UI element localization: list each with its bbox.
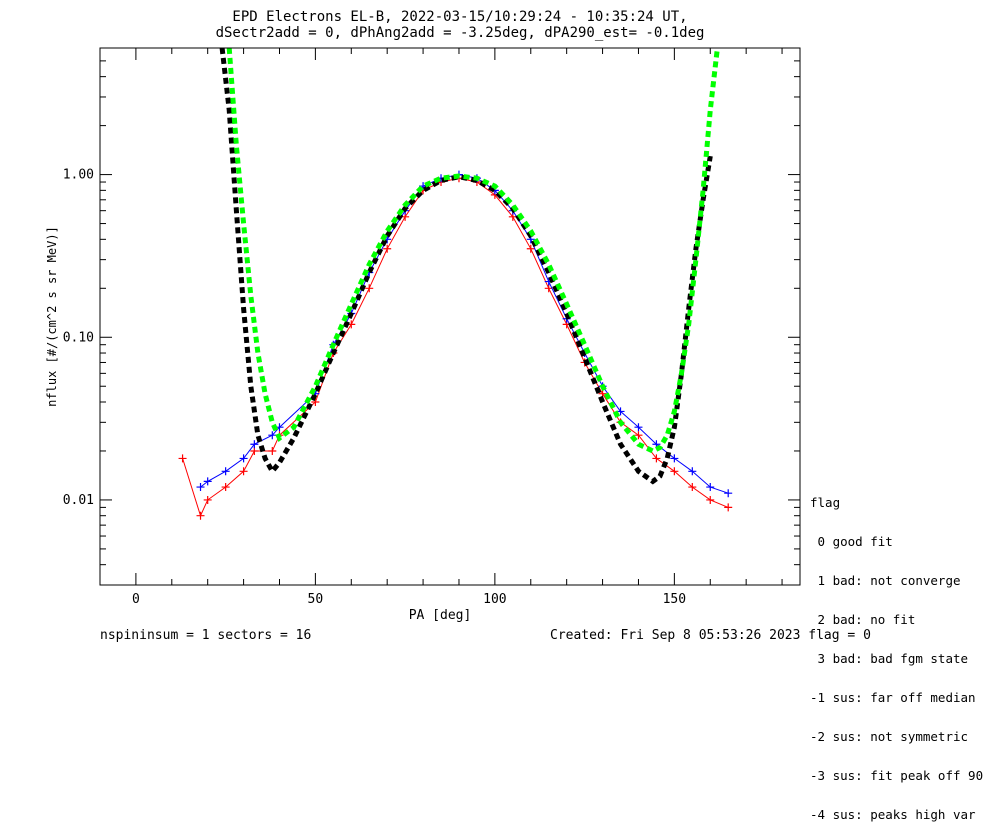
- data-point: [634, 431, 643, 440]
- legend-item: 3 bad: bad fgm state: [810, 651, 969, 666]
- data-point: [670, 454, 679, 463]
- data-point: [178, 454, 187, 463]
- data-point: [203, 495, 212, 504]
- x-tick-label: 50: [308, 592, 324, 607]
- footer-right: Created: Fri Sep 8 05:53:26 2023 flag = …: [550, 628, 871, 643]
- data-point: [239, 454, 248, 463]
- data-point: [634, 423, 643, 432]
- data-point: [239, 467, 248, 476]
- flag-legend: flag 0 good fit 1 bad: not converge 2 ba…: [810, 470, 983, 834]
- data-point: [688, 467, 697, 476]
- x-tick-label: 0: [132, 592, 140, 607]
- data-point: [724, 503, 733, 512]
- data-point: [383, 244, 392, 253]
- legend-item: 1 bad: not converge: [810, 573, 961, 588]
- data-point: [196, 511, 205, 520]
- legend-item: -2 sus: not symmetric: [810, 729, 969, 744]
- data-point: [221, 467, 230, 476]
- data-point: [652, 454, 661, 463]
- x-tick-label: 100: [483, 592, 506, 607]
- y-tick-label: 1.00: [63, 168, 94, 183]
- y-axis-label: nflux [#/(cm^2 s sr MeV)]: [45, 226, 59, 407]
- chart-subtitle: dSectr2add = 0, dPhAng2add = -3.25deg, d…: [215, 25, 705, 41]
- legend-item: 0 good fit: [810, 534, 893, 549]
- plot-canvas: 0 50 100 150 0.01 0.10 1.00 PA [deg] nflux [#/(c…: [45, 47, 801, 623]
- legend-item: -3 sus: fit peak off 90: [810, 768, 984, 783]
- data-point: [670, 467, 679, 476]
- data-point: [706, 483, 715, 492]
- data-series-line: [200, 174, 729, 494]
- fit-curve: [219, 48, 713, 485]
- chart-title: EPD Electrons EL-B, 2022-03-15/10:29:24 …: [232, 9, 688, 25]
- data-point: [203, 477, 212, 486]
- x-axis-label: PA [deg]: [409, 608, 472, 623]
- data-point: [706, 495, 715, 504]
- legend-item: 2 bad: no fit: [810, 612, 916, 627]
- plot-area: [178, 48, 733, 520]
- y-tick-label: 0.01: [63, 493, 94, 508]
- legend-item: -1 sus: far off median: [810, 690, 976, 705]
- data-point: [724, 489, 733, 498]
- data-point: [365, 284, 374, 293]
- data-point: [221, 483, 230, 492]
- data-point: [250, 440, 259, 449]
- data-point: [526, 244, 535, 253]
- data-point: [196, 483, 205, 492]
- y-tick-label: 0.10: [63, 330, 94, 345]
- data-point: [544, 284, 553, 293]
- data-point: [268, 431, 277, 440]
- legend-item: -4 sus: peaks high var: [810, 807, 976, 822]
- data-point: [250, 446, 259, 455]
- footer-left: nspininsum = 1 sectors = 16: [100, 628, 312, 643]
- x-tick-label: 150: [663, 592, 686, 607]
- data-point: [268, 446, 277, 455]
- legend-title: flag: [810, 495, 841, 510]
- data-series-line: [182, 177, 729, 518]
- fit-curve: [226, 48, 720, 454]
- plot-frame: [99, 47, 801, 586]
- data-point: [688, 483, 697, 492]
